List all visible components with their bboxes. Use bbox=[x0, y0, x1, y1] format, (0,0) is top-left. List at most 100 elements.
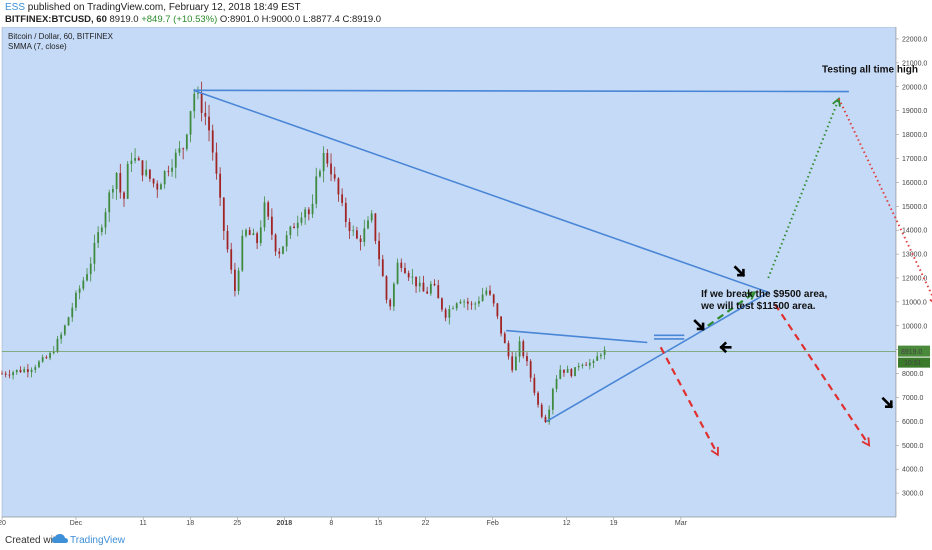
ohlc-line: BITFINEX:BTCUSD, 60 8919.0 +849.7 (+10.5… bbox=[5, 14, 381, 26]
candle-body bbox=[248, 229, 251, 235]
candle-body bbox=[185, 134, 188, 149]
candle-body bbox=[274, 234, 277, 252]
chart-header: ESS published on TradingView.com, Februa… bbox=[0, 0, 932, 26]
candle-body bbox=[137, 158, 140, 161]
trendline[interactable] bbox=[193, 89, 769, 294]
change-value: +849.7 (+10.53%) bbox=[141, 14, 218, 25]
candle-body bbox=[41, 357, 44, 362]
chart-annotation: Testing all time high bbox=[822, 64, 918, 75]
y-tick-label: 4000.0 bbox=[902, 467, 924, 474]
candle-body bbox=[518, 341, 521, 357]
tradingview-brand[interactable]: TradingView bbox=[70, 535, 126, 546]
y-tick-label: 21000.0 bbox=[902, 60, 927, 67]
candle-body bbox=[574, 367, 576, 377]
last-price-tag bbox=[898, 345, 930, 357]
candle-body bbox=[603, 349, 606, 355]
candle-body bbox=[230, 249, 233, 270]
candle-body bbox=[270, 216, 273, 235]
candle-body bbox=[197, 93, 199, 95]
candle-body bbox=[592, 360, 595, 363]
author-link[interactable]: ESS bbox=[5, 2, 26, 13]
y-tick-label: 10000.0 bbox=[902, 323, 927, 330]
candle-body bbox=[296, 222, 299, 229]
projection-line[interactable] bbox=[837, 98, 932, 305]
y-tick-label: 3000.0 bbox=[902, 491, 924, 498]
chart-area[interactable]: 3000.04000.05000.06000.07000.08000.09000… bbox=[0, 27, 932, 527]
candle-body bbox=[1, 373, 3, 375]
candle-body bbox=[123, 192, 125, 199]
open-value: O:8901.0 bbox=[219, 14, 260, 25]
candle-body bbox=[289, 226, 292, 236]
close-value: C:8919.0 bbox=[342, 14, 382, 25]
candle-body bbox=[600, 354, 602, 357]
projection-line[interactable] bbox=[659, 346, 719, 456]
candle-body bbox=[404, 267, 406, 274]
candle-body bbox=[455, 303, 458, 309]
x-tick-label: 11 bbox=[140, 520, 147, 527]
candle-body bbox=[385, 276, 388, 300]
trendline[interactable] bbox=[546, 291, 769, 423]
x-tick-label: 15 bbox=[375, 520, 383, 527]
candle-body bbox=[444, 309, 447, 318]
candle-body bbox=[548, 409, 551, 423]
candle-body bbox=[526, 356, 528, 362]
candle-body bbox=[470, 303, 473, 305]
projection-line[interactable] bbox=[767, 98, 840, 279]
candle-body bbox=[200, 93, 203, 113]
candle-body bbox=[588, 362, 591, 366]
y-tick-label: 11000.0 bbox=[902, 299, 927, 306]
candle-body bbox=[189, 111, 192, 135]
candle-body bbox=[78, 288, 81, 293]
candle-body bbox=[344, 202, 347, 222]
candle-body bbox=[174, 152, 177, 168]
candle-body bbox=[252, 233, 255, 235]
x-tick-label: 2018 bbox=[277, 520, 293, 527]
countdown-tag bbox=[898, 357, 930, 368]
x-tick-label: Mar bbox=[675, 520, 688, 527]
candle-body bbox=[481, 294, 484, 301]
trendline[interactable] bbox=[193, 89, 849, 93]
candle-body bbox=[540, 404, 543, 417]
high-value: H:9000.0 bbox=[261, 14, 301, 25]
candle-body bbox=[211, 130, 214, 153]
projection-line[interactable] bbox=[707, 291, 756, 327]
candle-body bbox=[300, 217, 303, 223]
price-axis[interactable] bbox=[896, 27, 932, 517]
candle-body bbox=[75, 292, 77, 308]
y-tick-label: 19000.0 bbox=[902, 108, 927, 115]
chart-annotation: we will test $11500 area. bbox=[700, 301, 816, 312]
plot-background[interactable] bbox=[1, 27, 897, 518]
candle-body bbox=[19, 369, 22, 373]
candle-body bbox=[126, 163, 129, 199]
candle-body bbox=[496, 303, 499, 317]
candle-body bbox=[511, 356, 514, 371]
candle-body bbox=[507, 343, 510, 357]
candle-body bbox=[374, 213, 377, 241]
x-tick-label: 18 bbox=[186, 520, 194, 527]
candle-body bbox=[311, 203, 314, 215]
price-chart[interactable]: 3000.04000.05000.06000.07000.08000.09000… bbox=[0, 27, 932, 527]
candle-body bbox=[396, 262, 399, 284]
x-tick-label: Dec bbox=[70, 520, 83, 527]
candle-body bbox=[537, 392, 539, 405]
candle-body bbox=[474, 303, 477, 305]
candle-body bbox=[566, 369, 569, 373]
x-tick-label: Feb bbox=[487, 520, 499, 527]
candle-body bbox=[330, 163, 332, 175]
candle-body bbox=[49, 353, 51, 359]
y-tick-label: 13000.0 bbox=[902, 252, 927, 259]
y-tick-label: 7000.0 bbox=[902, 395, 924, 402]
candle-body bbox=[241, 235, 244, 271]
candle-body bbox=[529, 361, 532, 378]
trendline[interactable] bbox=[506, 329, 648, 344]
y-tick-label: 15000.0 bbox=[902, 204, 927, 211]
candle-body bbox=[182, 148, 185, 150]
candle-body bbox=[307, 209, 310, 215]
candle-body bbox=[171, 167, 173, 172]
chart-annotation: If we break the $9500 area, bbox=[701, 289, 827, 300]
candle-body bbox=[204, 112, 207, 117]
candle-body bbox=[167, 171, 170, 172]
projection-line[interactable] bbox=[774, 303, 871, 446]
x-tick-label: 8 bbox=[329, 520, 333, 527]
breakout-arrow-icon bbox=[693, 319, 705, 331]
